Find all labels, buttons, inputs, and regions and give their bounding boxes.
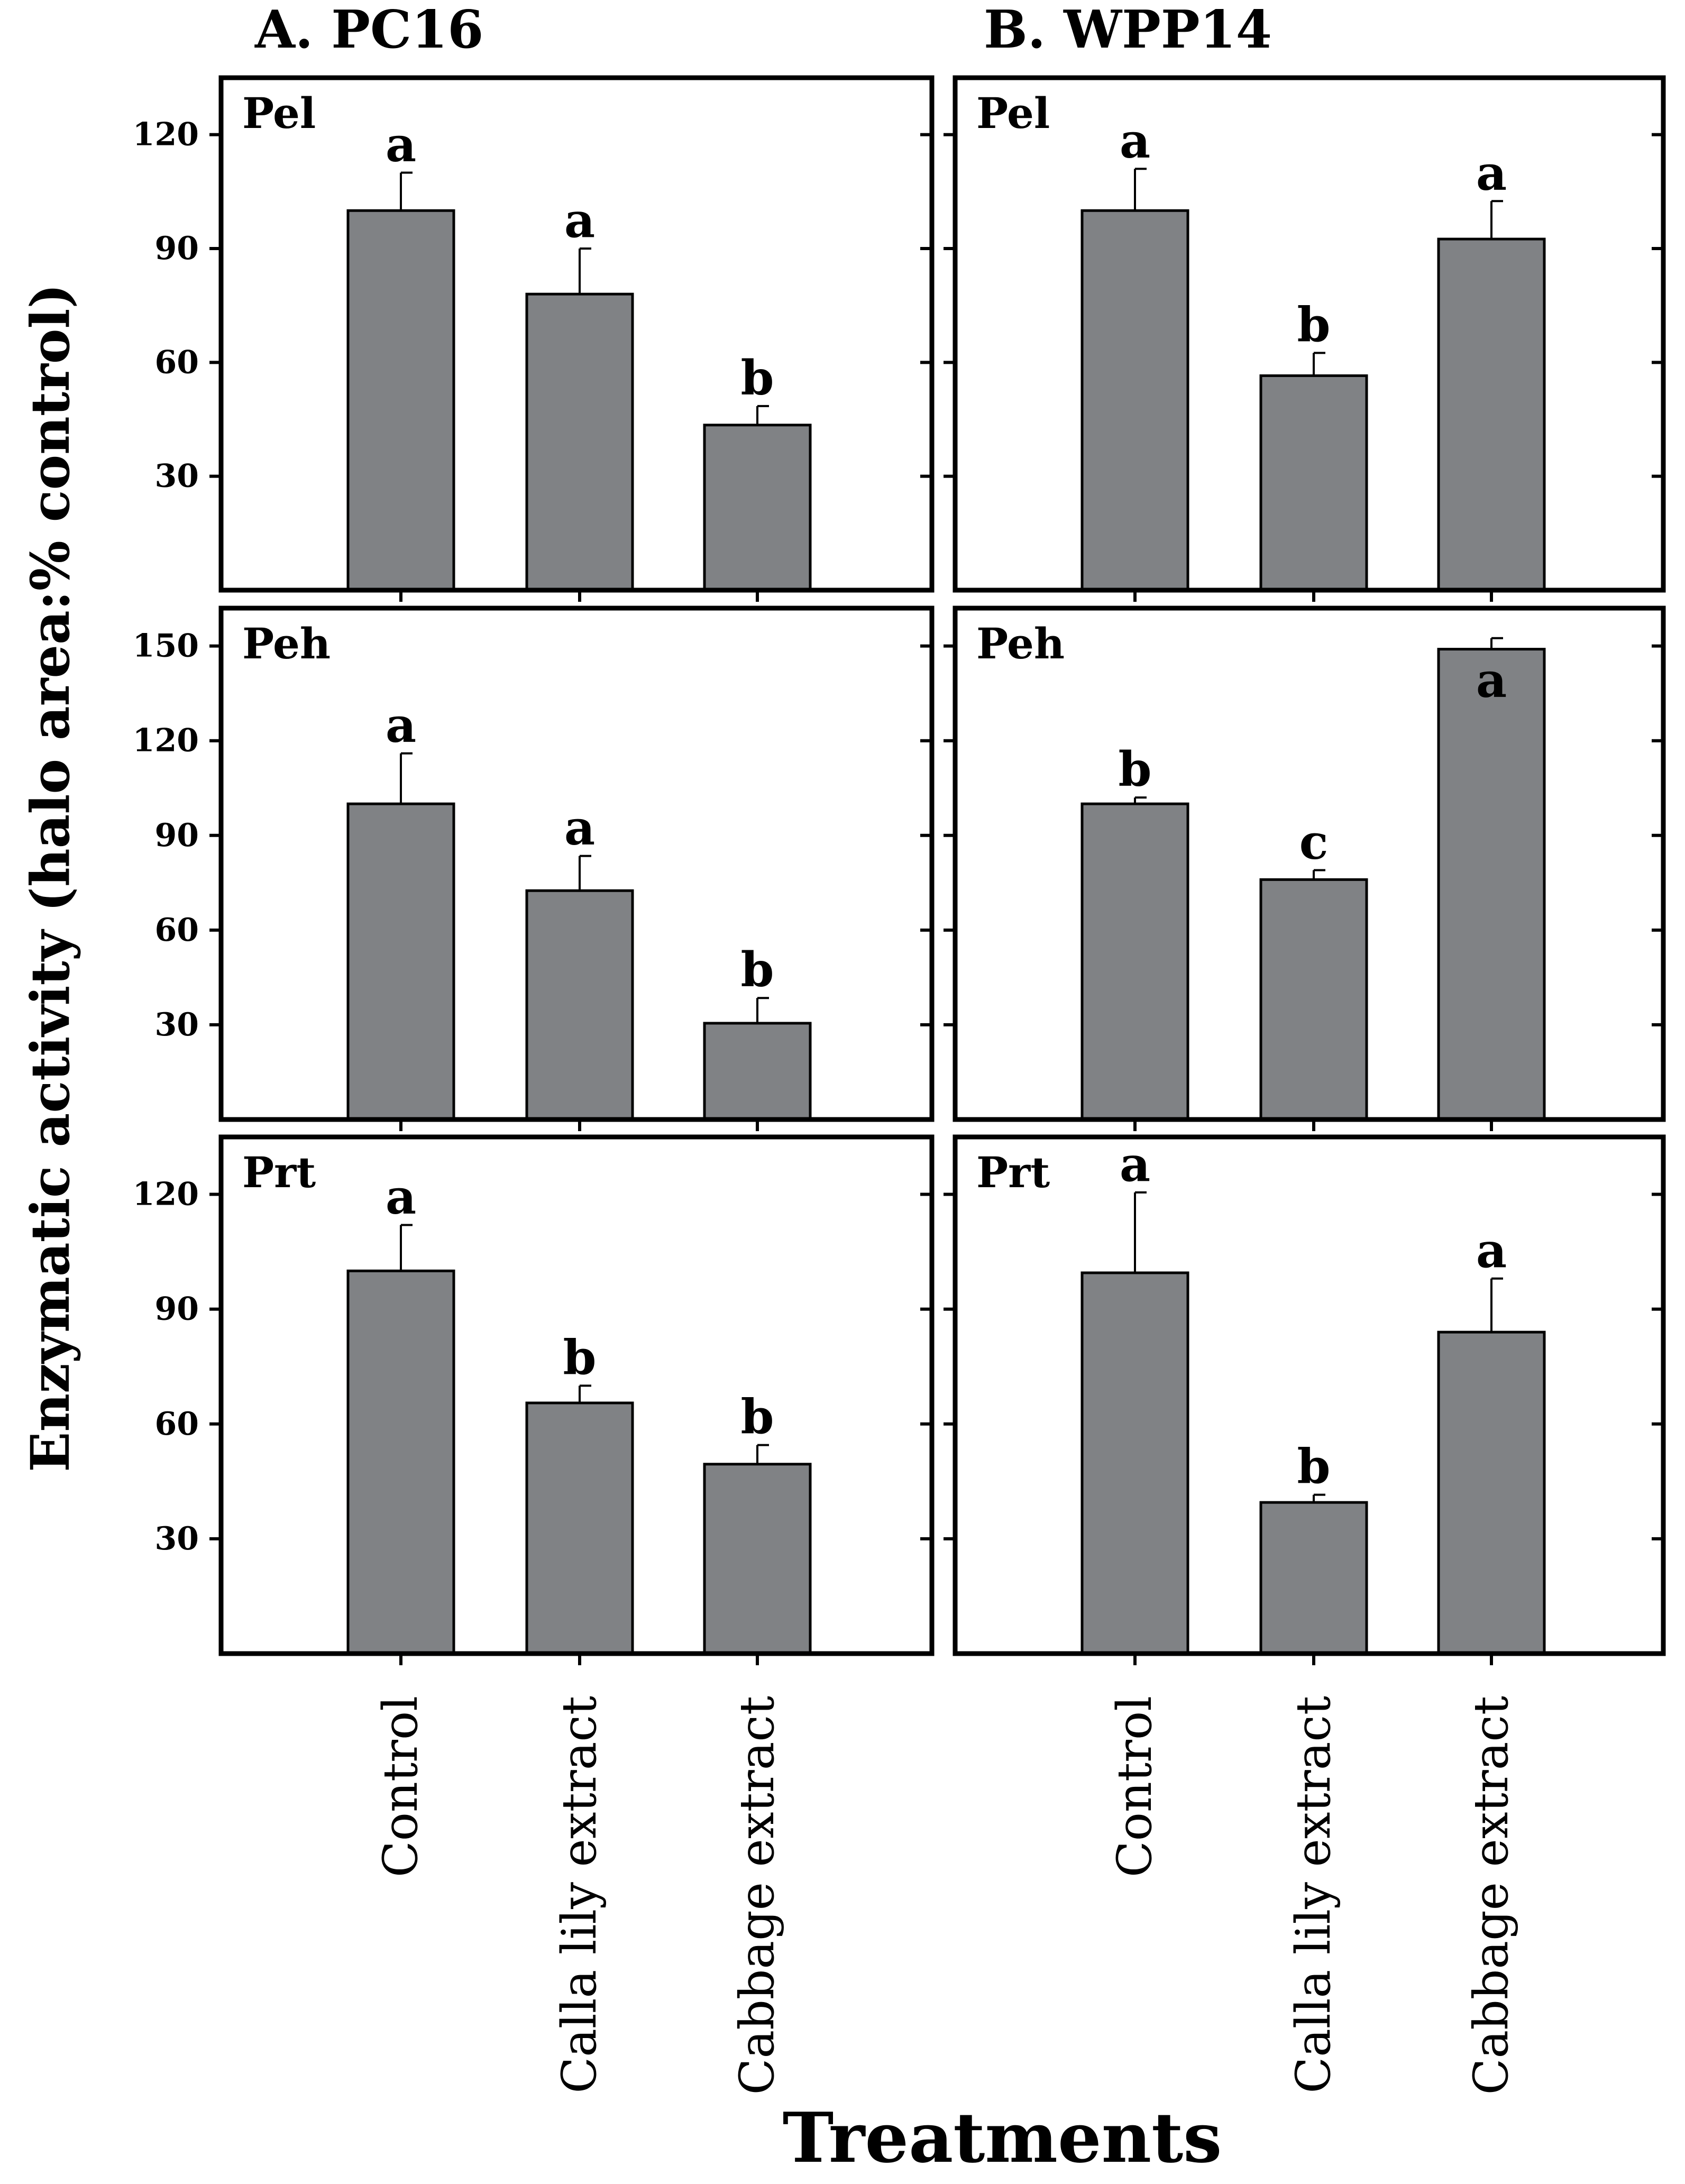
y-tick-label: 150 bbox=[133, 628, 199, 665]
bar-control bbox=[1080, 1271, 1189, 1655]
y-tick-label: 30 bbox=[155, 458, 199, 495]
column-title-a: A. PC16 bbox=[254, 0, 483, 60]
bar-calla-lily-extract bbox=[1259, 878, 1368, 1121]
significance-letter: a bbox=[1120, 113, 1150, 169]
bar-control bbox=[1080, 209, 1189, 592]
significance-letter: c bbox=[1299, 814, 1329, 870]
bar-control bbox=[346, 802, 455, 1121]
category-label-cabbage-extract: Cabbage extract bbox=[1463, 1696, 1519, 2095]
x-axis-label: Treatments bbox=[783, 2097, 1222, 2178]
bar-calla-lily-extract bbox=[1259, 374, 1368, 592]
y-tick-label: 60 bbox=[155, 912, 199, 949]
panel-prt-a: 30 60 90 120 a b b Prt bbox=[133, 1134, 935, 1665]
panel-pel-b: a b a Pel bbox=[944, 75, 1666, 602]
bar-control bbox=[346, 209, 455, 592]
significance-letter: b bbox=[741, 350, 774, 406]
panel-frame bbox=[218, 75, 935, 593]
panel-label: Pel bbox=[242, 88, 316, 138]
bar-calla-lily-extract bbox=[525, 889, 634, 1121]
category-label-control: Control bbox=[1107, 1696, 1162, 1877]
significance-letter: a bbox=[1476, 653, 1507, 709]
panel-label: Prt bbox=[976, 1148, 1050, 1197]
bar-calla-lily-extract bbox=[525, 292, 634, 592]
y-axis-label: Enzymatic activity (halo area:% control) bbox=[19, 283, 81, 1472]
panel-peh-b: b c a Peh bbox=[944, 605, 1666, 1131]
panel-frame bbox=[953, 605, 1666, 1122]
significance-letter: a bbox=[564, 800, 595, 856]
bar-cabbage-extract bbox=[703, 1022, 812, 1121]
y-tick-label: 90 bbox=[155, 1291, 199, 1328]
panel-label: Pel bbox=[976, 88, 1050, 138]
bar-cabbage-extract bbox=[1437, 237, 1546, 592]
bar-cabbage-extract bbox=[1437, 1330, 1546, 1655]
significance-letter: a bbox=[386, 698, 416, 754]
y-tick-label: 90 bbox=[155, 817, 199, 854]
bar-control bbox=[346, 1269, 455, 1655]
panel-frame bbox=[953, 75, 1666, 593]
column-title-b: B. WPP14 bbox=[984, 0, 1272, 60]
panel-frame bbox=[218, 1134, 935, 1656]
significance-letter: b bbox=[1297, 297, 1331, 353]
bar-cabbage-extract bbox=[1437, 648, 1546, 1121]
significance-letter: a bbox=[1476, 1223, 1507, 1279]
y-tick-label: 120 bbox=[133, 116, 199, 153]
bar-calla-lily-extract bbox=[1259, 1501, 1368, 1655]
category-label-control: Control bbox=[373, 1696, 428, 1877]
significance-letter: b bbox=[1119, 741, 1152, 797]
significance-letter: b bbox=[741, 1389, 774, 1445]
significance-letter: a bbox=[564, 192, 595, 249]
y-tick-label: 90 bbox=[155, 230, 199, 267]
bar-calla-lily-extract bbox=[525, 1401, 634, 1655]
y-tick-label: 60 bbox=[155, 344, 199, 381]
y-tick-label: 120 bbox=[133, 722, 199, 759]
bar-cabbage-extract bbox=[703, 1463, 812, 1655]
category-label-calla-lily-extract: Calla lily extract bbox=[1286, 1696, 1341, 2094]
significance-letter: a bbox=[386, 116, 416, 172]
category-label-cabbage-extract: Cabbage extract bbox=[729, 1696, 785, 2095]
y-tick-label: 60 bbox=[155, 1406, 199, 1443]
bar-cabbage-extract bbox=[703, 424, 812, 592]
y-tick-label: 30 bbox=[155, 1006, 199, 1043]
significance-letter: a bbox=[386, 1169, 416, 1225]
significance-letter: a bbox=[1476, 145, 1507, 201]
panel-frame bbox=[953, 1134, 1666, 1656]
panel-frame bbox=[218, 605, 935, 1122]
significance-letter: b bbox=[1297, 1439, 1331, 1495]
panel-prt-b: a b a Prt bbox=[944, 1134, 1666, 1665]
panel-label: Prt bbox=[242, 1148, 316, 1197]
y-tick-label: 120 bbox=[133, 1176, 199, 1213]
category-label-calla-lily-extract: Calla lily extract bbox=[552, 1696, 607, 2094]
panel-peh-a: 30 60 90 120 150 a a b Peh bbox=[133, 605, 935, 1131]
bar-control bbox=[1080, 802, 1189, 1121]
category-labels: Control Calla lily extract Cabbage extract… bbox=[373, 1696, 1519, 2095]
panel-label: Peh bbox=[976, 619, 1065, 668]
panel-label: Peh bbox=[242, 619, 331, 668]
significance-letter: b bbox=[563, 1329, 597, 1385]
y-tick-label: 30 bbox=[155, 1520, 199, 1557]
significance-letter: b bbox=[741, 942, 774, 998]
panel-pel-a: 30 60 90 120 a a b Pel bbox=[133, 75, 935, 602]
significance-letter: a bbox=[1120, 1136, 1150, 1192]
